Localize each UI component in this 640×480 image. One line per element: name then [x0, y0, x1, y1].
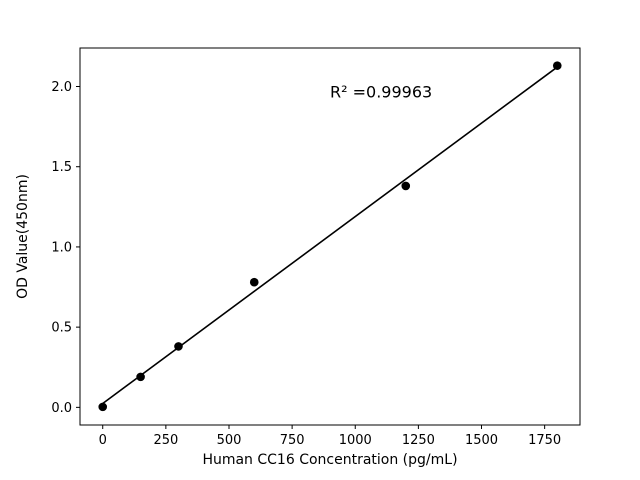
x-tick-label: 0 — [99, 433, 107, 448]
data-point — [136, 372, 145, 382]
y-tick-label: 0.0 — [51, 401, 72, 416]
y-tick-label: 0.5 — [51, 321, 72, 336]
data-point — [401, 181, 411, 191]
y-tick-label: 2.0 — [51, 80, 72, 95]
x-tick-label: 750 — [280, 433, 305, 448]
x-tick-label: 500 — [217, 433, 242, 448]
data-point — [552, 61, 562, 70]
plot-border — [79, 47, 581, 426]
x-tick-label: 1000 — [339, 433, 372, 448]
data-point — [98, 402, 108, 412]
y-axis-label: OD Value(450nm) — [15, 174, 31, 299]
x-axis-label: Human CC16 Concentration (pg/mL) — [202, 452, 457, 468]
r-squared-annotation: R² =0.99963 — [330, 83, 432, 102]
y-tick-label: 1.5 — [51, 160, 72, 175]
data-point — [249, 277, 259, 287]
x-tick-label: 250 — [153, 433, 178, 448]
x-tick-label: 1750 — [528, 433, 561, 448]
x-tick-label: 1500 — [465, 433, 498, 448]
data-point — [174, 342, 183, 351]
x-tick-label: 1250 — [402, 433, 435, 448]
y-tick-label: 1.0 — [51, 240, 72, 255]
fit-line — [102, 66, 558, 405]
